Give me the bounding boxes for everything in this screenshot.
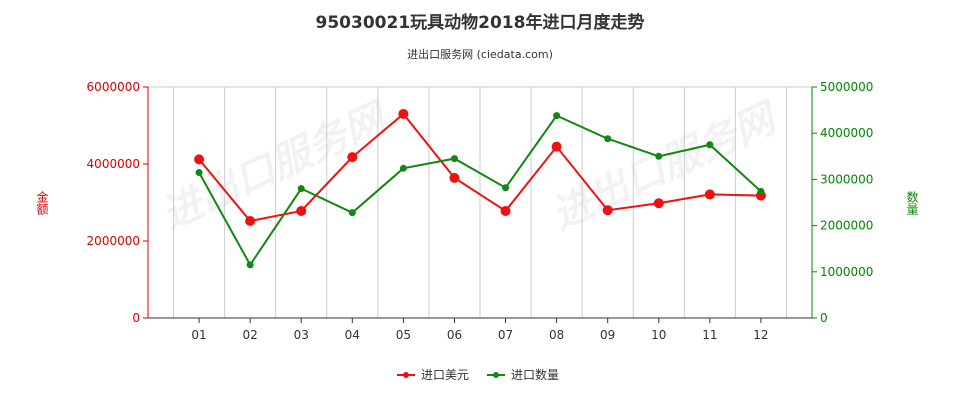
data-point-quantity[interactable] [348,209,356,217]
chart-subtitle: 进出口服务网 (ciedata.com) [407,47,553,61]
x-axis-tick-label: 04 [345,328,360,342]
legend-marker-quantity [493,372,499,378]
legend-marker-amount [403,372,409,378]
data-point-amount[interactable] [602,205,613,216]
data-point-quantity[interactable] [246,261,254,269]
right-axis-title: 数量 [905,190,919,215]
data-point-amount[interactable] [500,205,511,216]
data-point-amount[interactable] [296,205,307,216]
chart-title: 95030021玩具动物2018年进口月度走势 [316,12,645,33]
left-axis-tick-label: 4000000 [87,157,140,171]
data-point-quantity[interactable] [757,187,765,195]
left-axis-tick-label: 6000000 [87,80,140,94]
x-axis-tick-label: 01 [191,328,206,342]
data-point-quantity[interactable] [553,112,561,120]
right-axis-tick-label: 3000000 [820,172,873,186]
right-axis-tick-label: 4000000 [820,126,873,140]
watermark-text-right: 进出口服务网 [544,93,787,240]
data-point-amount[interactable] [449,172,460,183]
right-axis-tick-label: 2000000 [820,219,873,233]
data-point-quantity[interactable] [297,185,305,193]
data-point-amount[interactable] [245,215,256,226]
data-point-quantity[interactable] [655,152,663,160]
data-point-quantity[interactable] [502,184,510,192]
x-axis-tick-label: 08 [549,328,564,342]
data-point-amount[interactable] [347,152,358,163]
series-line-quantity [198,114,762,267]
x-axis-tick-label: 11 [702,328,717,342]
right-axis-tick-label: 1000000 [820,265,873,279]
right-axis-tick-label: 0 [820,311,828,325]
left-axis-tick-label: 0 [132,311,140,325]
data-point-amount[interactable] [704,189,715,200]
x-axis-tick-label: 05 [396,328,411,342]
x-axis-tick-label: 09 [600,328,615,342]
data-point-amount[interactable] [398,108,409,119]
x-axis-tick-label: 06 [447,328,462,342]
legend: 进口美元 进口数量 [397,367,559,382]
legend-label-amount: 进口美元 [421,368,469,382]
right-axis-tick-label: 5000000 [820,80,873,94]
x-axis-tick-label: 10 [651,328,666,342]
data-point-amount[interactable] [653,198,664,209]
x-axis-tick-label: 02 [243,328,258,342]
data-point-quantity[interactable] [399,164,407,172]
data-point-quantity[interactable] [604,135,612,143]
x-axis-tick-label: 12 [753,328,768,342]
legend-item-amount[interactable]: 进口美元 [397,368,469,382]
left-axis-tick-label: 2000000 [87,234,140,248]
legend-item-quantity[interactable]: 进口数量 [487,367,559,382]
data-point-quantity[interactable] [195,168,203,176]
x-axis-tick-label: 03 [294,328,309,342]
x-axis-tick-label: 07 [498,328,513,342]
series-layer [194,108,766,269]
axes-layer: 0 2000000 4000000 6000000 0 1000000 2000000 300… [87,80,874,342]
data-point-quantity[interactable] [706,141,714,149]
data-point-amount[interactable] [551,141,562,152]
grid-layer [148,86,812,318]
data-point-quantity[interactable] [450,155,458,163]
data-point-amount[interactable] [194,154,205,165]
left-axis-title: 金额 [35,190,49,216]
series-line-amount [198,112,761,223]
legend-label-quantity: 进口数量 [511,367,559,382]
